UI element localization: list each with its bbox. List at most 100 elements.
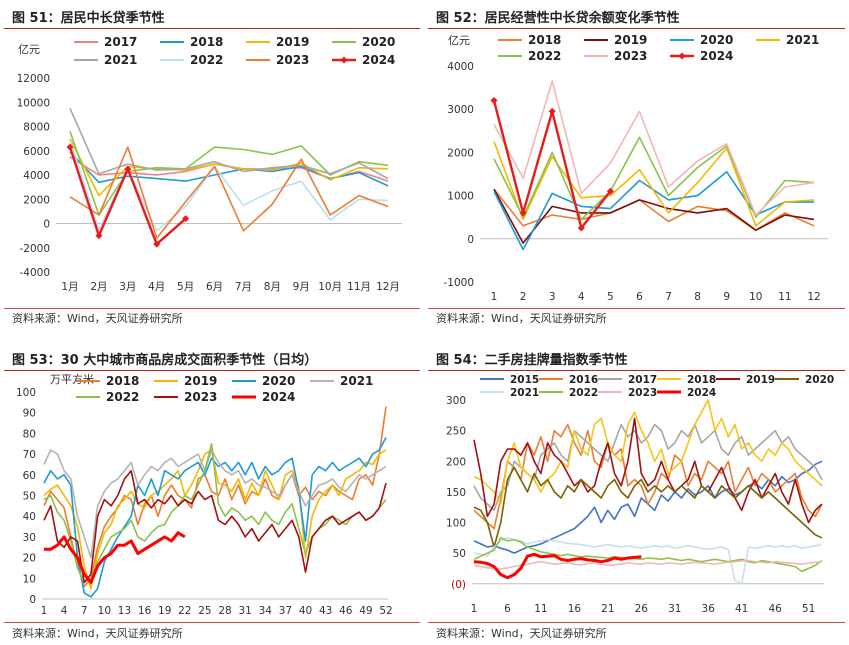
legend-label: 2019: [746, 374, 775, 386]
legend-item: 2023: [584, 49, 647, 63]
x-tick-label: 19: [158, 605, 171, 617]
y-tick-label: 4000: [23, 170, 50, 182]
title-rule: [428, 370, 845, 371]
x-tick-label: 16: [138, 605, 152, 617]
y-tick-label: 6000: [23, 146, 50, 158]
x-tick-label: 43: [319, 605, 332, 617]
legend-item: 2018: [160, 35, 223, 49]
legend-label: 2019: [276, 35, 309, 49]
legend-label: 2018: [687, 374, 716, 386]
series-2021: [43, 449, 387, 559]
legend-label: 2020: [805, 374, 834, 386]
legend-item: 2019: [716, 374, 775, 386]
series-2024: [490, 97, 614, 232]
legend-item: 2015: [480, 374, 539, 386]
x-tick-label: 3: [549, 291, 556, 303]
y-tick-label: 300: [446, 395, 466, 407]
x-tick-label: 36: [702, 603, 716, 615]
y-tick-label: 50: [23, 491, 36, 503]
legend-item: 2021: [756, 33, 819, 47]
series-line: [43, 469, 387, 584]
legend-item: 2024: [232, 390, 295, 404]
y-tick-label: 40: [23, 511, 36, 523]
legend-label: 2018: [190, 35, 223, 49]
x-tick-label: 28: [218, 605, 231, 617]
series-2021: [493, 141, 815, 227]
legend-item: 2023: [246, 53, 309, 67]
legend-marker: [340, 56, 348, 64]
x-tick-label: 6月: [206, 281, 223, 293]
x-tick-label: 40: [299, 605, 312, 617]
x-tick-label: 10月: [318, 281, 342, 293]
series-line: [473, 537, 823, 573]
legend-item: 2022: [498, 49, 561, 63]
chart-title: 图 53：30 大中城市商品房成交面积季节性（日均）: [12, 353, 318, 368]
x-tick-label: 46: [339, 605, 353, 617]
source-rule: [4, 622, 420, 623]
y-tick-label: 90: [23, 408, 36, 420]
series-2021: [69, 107, 389, 180]
x-tick-label: 10: [98, 605, 111, 617]
legend-label: 2021: [510, 387, 539, 399]
y-tick-label: 0: [29, 594, 36, 606]
series-line: [493, 188, 815, 244]
y-tick-label: 250: [446, 426, 466, 438]
series-2020: [43, 437, 387, 598]
x-tick-label: 1: [471, 603, 478, 615]
x-tick-label: 11: [534, 603, 547, 615]
panel-30-cities-sales-area: 图 53：30 大中城市商品房成交面积季节性（日均） 万平方米 0 10 20 30 40…: [4, 344, 420, 642]
series-line: [43, 449, 387, 590]
y-tick-label: 0: [43, 219, 50, 231]
x-tick-label: 1: [491, 291, 498, 303]
y-tick-label: -2000: [19, 243, 50, 255]
chart-area: 亿元 -4000 -2000 0 2000 4000 6000 8000 10000 12000 1…: [17, 35, 402, 293]
x-tick-label: 16: [568, 603, 582, 615]
x-tick-label: 11: [778, 291, 791, 303]
legend-label: 2015: [510, 374, 539, 386]
y-tick-label: 30: [23, 532, 36, 544]
legend-item: 2024: [657, 387, 716, 399]
x-tick-label: 52: [379, 605, 392, 617]
legend-item: 2019: [154, 374, 217, 388]
title-rule: [4, 370, 420, 371]
legend-item: 2020: [332, 35, 395, 49]
series-line: [43, 437, 387, 598]
x-tick-label: 5月: [177, 281, 194, 293]
legend-item: 2023: [154, 390, 217, 404]
y-tick-label: 20: [23, 553, 36, 565]
x-tick-label: 21: [601, 603, 614, 615]
y-tick-label: 4000: [447, 61, 474, 73]
legend-item: 2017: [598, 374, 657, 386]
y-tick-label: 3000: [447, 104, 474, 116]
series-2024: [44, 531, 186, 584]
data-point: [182, 215, 190, 223]
y-tick-label: 8000: [23, 122, 50, 134]
series-line: [473, 423, 823, 530]
x-tick-label: 9: [723, 291, 730, 303]
source-rule: [428, 308, 845, 309]
legend-label: 2021: [786, 33, 819, 47]
x-tick-label: 51: [802, 603, 815, 615]
y-tick-label: 60: [23, 470, 36, 482]
panel-business-long-loans: 图 52：居民经营性中长贷余额变化季节性 亿元 -1000 0 1000 2000 300…: [428, 4, 845, 324]
y-unit-label: 万平方米: [50, 372, 94, 386]
legend-label: 2023: [276, 53, 309, 67]
x-tick-label: 3月: [119, 281, 136, 293]
legend-label: 2024: [262, 390, 295, 404]
legend-label: 2021: [104, 53, 137, 67]
series-line: [44, 531, 186, 584]
series-2023: [43, 469, 387, 584]
x-tick-label: 26: [635, 603, 649, 615]
legend-item: 2020: [670, 33, 733, 47]
y-tick-label: 10: [23, 573, 36, 585]
y-tick-label: 200: [446, 456, 466, 468]
series-2021: [473, 537, 823, 585]
legend-item: 2019: [246, 35, 309, 49]
series-line: [43, 406, 387, 588]
source-note: 资料来源：Wind，天风证券研究所: [436, 627, 607, 640]
data-point: [548, 107, 556, 115]
chart-area: 万平方米 0 10 20 30 40 50 60 70 80 90 100 1 4 7 10 13 16 19 22 2…: [16, 372, 393, 617]
y-tick-label: 100: [446, 518, 466, 530]
x-tick-label: 10: [749, 291, 762, 303]
